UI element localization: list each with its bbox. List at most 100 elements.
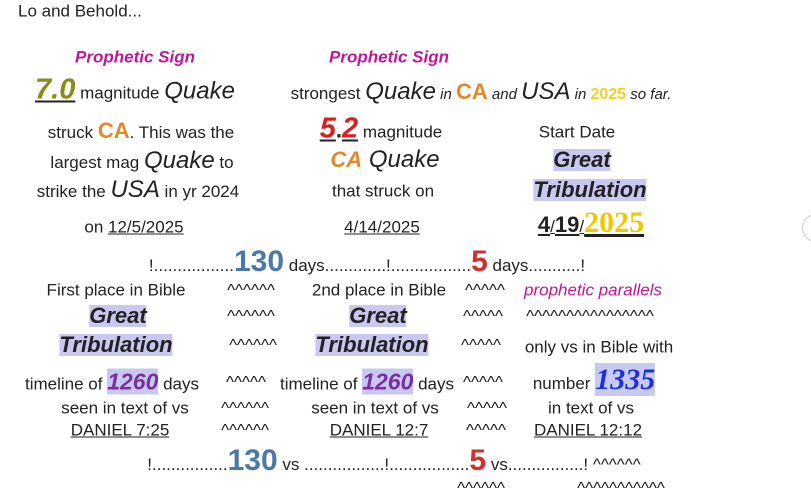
text: 130 <box>227 444 278 477</box>
date: 12/5/2025 <box>108 217 184 237</box>
carets: ^^^^^ <box>467 398 507 418</box>
text: strongest <box>290 84 366 103</box>
line: seen in text of vs <box>311 398 439 418</box>
carets: ^^^^^^ <box>227 306 275 326</box>
text: on <box>84 217 108 237</box>
highlight: Great <box>553 147 611 172</box>
text: timeline of <box>279 374 363 394</box>
text: 5 <box>319 112 336 145</box>
text: CA <box>97 118 130 143</box>
sign-title: Prophetic Sign <box>329 47 449 67</box>
text: Quake <box>362 146 440 173</box>
scroll-knob[interactable] <box>802 214 811 242</box>
text: to <box>214 153 234 172</box>
highlight: Tribulation <box>59 332 173 357</box>
text: strike the <box>36 182 111 201</box>
text: 1260 <box>107 368 159 395</box>
line: Start Date <box>538 122 616 142</box>
text: vs .................!................. <box>277 455 470 474</box>
text: 1335 <box>595 363 656 396</box>
text: in <box>570 86 591 103</box>
text: 2025 <box>590 86 627 103</box>
line: largest mag Quake to <box>50 149 233 173</box>
highlight: Tribulation <box>533 177 647 202</box>
line: prophetic parallels <box>524 280 662 300</box>
line: First place in Bible <box>46 280 186 300</box>
carets: ^^^^^^ <box>227 280 275 300</box>
line: only vs in Bible with <box>524 337 674 357</box>
line: 5.2 magnitude <box>319 112 443 145</box>
carets: ^^^^^^ <box>457 478 505 498</box>
line: timeline of 1260 days <box>24 368 200 395</box>
text: and <box>487 86 522 103</box>
carets: ^^^^^ <box>465 280 505 300</box>
text: . This was the <box>129 123 235 142</box>
text: days <box>158 374 200 394</box>
text: 4 <box>537 212 551 237</box>
reference: DANIEL 7:25 <box>70 420 170 440</box>
text: USA <box>521 78 571 105</box>
text: timeline of <box>24 374 108 394</box>
date: 4/14/2025 <box>344 217 420 237</box>
text: so far. <box>626 86 672 103</box>
carets: ^^^^^ <box>463 306 503 326</box>
highlight: Great <box>349 303 407 328</box>
text: / <box>579 217 585 236</box>
text: / <box>550 217 555 236</box>
text: 2025 <box>584 206 645 239</box>
magnitude: 7.0 <box>35 73 76 106</box>
carets: ^^^^^^ <box>221 398 269 418</box>
text: 1260 <box>362 368 414 395</box>
line: in text of vs <box>548 398 634 418</box>
text: Quake <box>164 77 235 105</box>
text: magnitude <box>358 122 443 142</box>
line: !.................130 days.............!… <box>149 247 585 277</box>
text: Quake <box>365 78 436 105</box>
text: USA <box>110 176 160 203</box>
reference: DANIEL 12:7 <box>329 420 429 440</box>
text: 5 <box>469 444 487 477</box>
text: days...........! <box>487 256 586 275</box>
line: seen in text of vs <box>61 398 189 418</box>
line: CA Quake <box>330 148 439 172</box>
text: !................. <box>148 256 234 275</box>
text: 19 <box>554 212 580 237</box>
text: !................ <box>147 455 228 474</box>
line: strongest Quake in CA and USA in 2025 so… <box>291 80 672 104</box>
carets: ^^^^^ <box>461 335 501 355</box>
text: 2 <box>342 112 359 145</box>
carets: ^^^^^^^^^^^ <box>577 478 665 498</box>
line: that struck on <box>331 181 435 201</box>
line: on 12/5/2025 <box>84 219 183 236</box>
line: 7.0 magnitude Quake <box>35 73 235 106</box>
carets: ^^^^^ <box>466 420 506 440</box>
line: struck CA. This was the <box>48 120 234 142</box>
line: 2nd place in Bible <box>311 280 447 300</box>
line: number 1335 <box>532 363 656 396</box>
line: strike the USA in yr 2024 <box>37 178 239 202</box>
line: timeline of 1260 days <box>279 368 454 395</box>
text: Quake <box>143 147 215 174</box>
text: struck <box>47 123 98 142</box>
text: magnitude <box>75 83 165 103</box>
carets: ^^^^^^ <box>221 420 269 440</box>
carets: ^^^^^ <box>463 372 503 392</box>
reference: DANIEL 12:12 <box>533 420 643 440</box>
text: largest mag <box>50 153 144 172</box>
line: !................130 vs ................… <box>147 446 640 476</box>
text: . <box>335 117 342 143</box>
text: 130 <box>233 245 285 278</box>
text: number <box>532 374 596 393</box>
highlight: Great <box>89 303 147 328</box>
carets: ^^^^^^ <box>229 335 277 355</box>
text: in <box>435 86 456 103</box>
text: days.............!................. <box>284 256 472 275</box>
text: CA <box>455 79 488 104</box>
carets: ^^^^^ <box>226 372 266 392</box>
line: 4/19/2025 <box>538 208 644 238</box>
text: CA <box>330 147 363 172</box>
text: 5 <box>471 245 488 278</box>
highlight: Tribulation <box>315 332 429 357</box>
sign-title: Prophetic Sign <box>75 47 195 67</box>
